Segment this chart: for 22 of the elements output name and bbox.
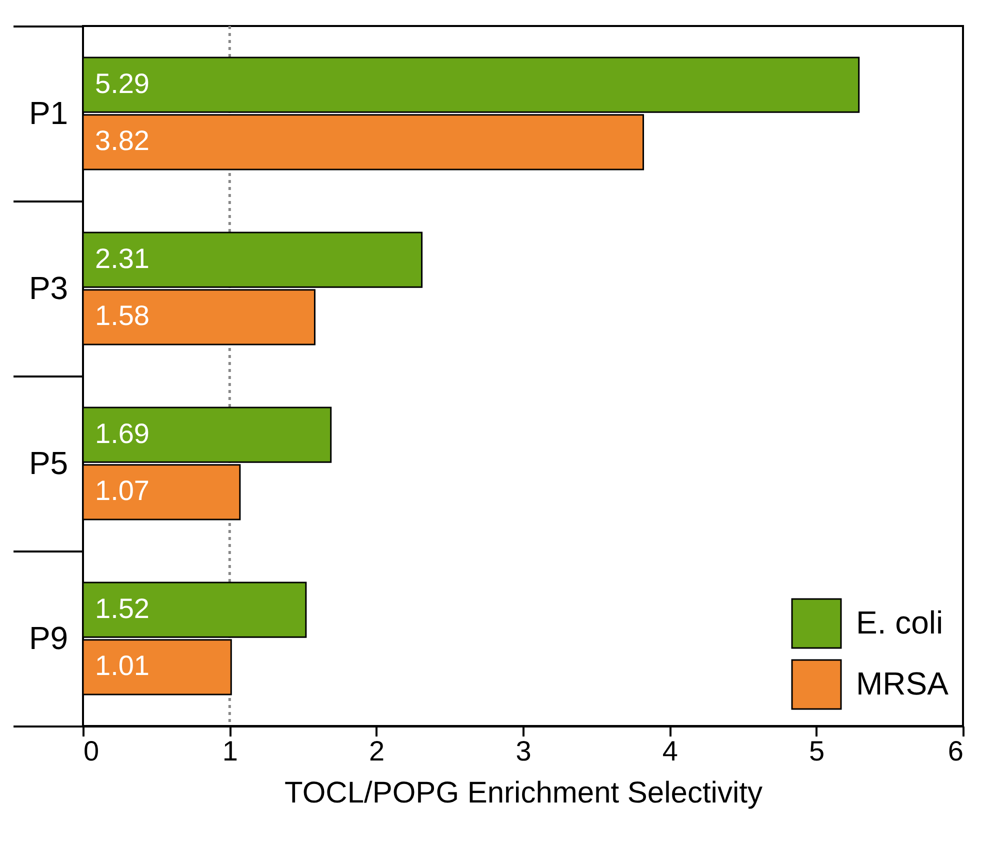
data-label: 2.31: [95, 242, 150, 274]
data-label: 1.01: [95, 650, 150, 682]
x-tick-label: 3: [516, 736, 532, 766]
data-label: 5.29: [95, 68, 150, 99]
x-tick-label: 1: [222, 736, 238, 766]
x-tick-label: 6: [948, 736, 964, 766]
data-label: 1.58: [95, 300, 150, 332]
x-tick-label: 4: [662, 736, 678, 766]
data-label: 1.07: [95, 475, 150, 506]
data-label: 1.69: [95, 418, 150, 449]
x-tick-label: 0: [84, 736, 100, 766]
y-tick-label: P3: [28, 270, 68, 306]
y-tick-label: P1: [28, 95, 68, 131]
data-label: 1.52: [95, 592, 150, 624]
y-tick-label: P5: [28, 445, 68, 481]
legend-label: MRSA: [856, 666, 950, 702]
x-tick-label: 5: [809, 736, 825, 766]
x-tick-label: 2: [369, 736, 385, 766]
y-tick-label: P9: [28, 620, 68, 656]
data-label: 3.82: [95, 125, 150, 156]
legend-label: E. coli: [856, 604, 944, 640]
x-axis-title: TOCL/POPG Enrichment Selectivity: [284, 776, 762, 810]
